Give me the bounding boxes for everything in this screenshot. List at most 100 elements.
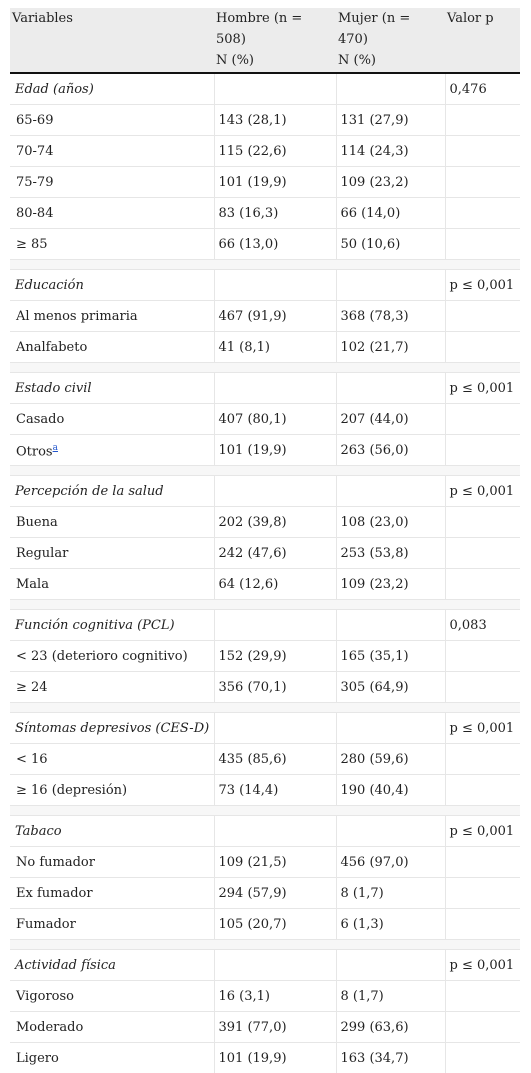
section-row: Percepción de la salud p ≤ 0,001 [10, 476, 520, 507]
men-value: 356 (70,1) [214, 672, 336, 703]
section-label: Edad (años) [10, 73, 214, 105]
row-label: ≥ 24 [10, 672, 214, 703]
footnote-link[interactable]: a [53, 443, 58, 453]
data-table: Variables Hombre (n = 508) N (%) Mujer (n… [10, 8, 520, 1073]
women-value: 109 (23,2) [336, 167, 445, 198]
table-header: Variables Hombre (n = 508) N (%) Mujer (n… [10, 8, 520, 73]
men-value: 294 (57,9) [214, 878, 336, 909]
women-value: 305 (64,9) [336, 672, 445, 703]
men-value: 391 (77,0) [214, 1012, 336, 1043]
row-label: Vigoroso [10, 981, 214, 1012]
row-label: 65-69 [10, 105, 214, 136]
section-row: Función cognitiva (PCL)0,083 [10, 610, 520, 641]
header-men-label: Hombre (n = 508) [216, 11, 302, 47]
men-value: 101 (19,9) [214, 435, 336, 466]
women-value: 280 (59,6) [336, 744, 445, 775]
women-value: 456 (97,0) [336, 847, 445, 878]
section-row: Edad (años) 0,476 [10, 73, 520, 105]
women-value: 207 (44,0) [336, 404, 445, 435]
women-value: 190 (40,4) [336, 775, 445, 806]
women-value: 108 (23,0) [336, 507, 445, 538]
row-label: Analfabeto [10, 332, 214, 363]
p-value: p ≤ 0,001 [445, 950, 520, 981]
table-container: Variables Hombre (n = 508) N (%) Mujer (n… [10, 8, 520, 1073]
men-value: 101 (19,9) [214, 1043, 336, 1073]
women-value: 102 (21,7) [336, 332, 445, 363]
women-value: 131 (27,9) [336, 105, 445, 136]
men-value: 242 (47,6) [214, 538, 336, 569]
row-label: Otrosa [10, 435, 214, 466]
men-value: 66 (13,0) [214, 229, 336, 260]
header-women-label: Mujer (n = 470) [338, 11, 410, 47]
section-row: Síntomas depresivos (CES-D)p ≤ 0,001 [10, 713, 520, 744]
p-value: p ≤ 0,001 [445, 816, 520, 847]
header-women: Mujer (n = 470) N (%) [336, 8, 445, 73]
section-label: Síntomas depresivos (CES-D) [10, 713, 214, 744]
women-value: 163 (34,7) [336, 1043, 445, 1073]
p-value: 0,476 [445, 73, 520, 105]
table-row: ≥ 16 (depresión)73 (14,4)190 (40,4) [10, 775, 520, 806]
row-label: Al menos primaria [10, 301, 214, 332]
women-value: 253 (53,8) [336, 538, 445, 569]
header-men-unit: N (%) [216, 53, 254, 68]
header-women-unit: N (%) [338, 53, 376, 68]
header-men: Hombre (n = 508) N (%) [214, 8, 336, 73]
men-value: 202 (39,8) [214, 507, 336, 538]
row-label: No fumador [10, 847, 214, 878]
section-label: Actividad física [10, 950, 214, 981]
row-label: ≥ 16 (depresión) [10, 775, 214, 806]
men-value: 467 (91,9) [214, 301, 336, 332]
section-label: Estado civil [10, 373, 214, 404]
men-value: 101 (19,9) [214, 167, 336, 198]
row-label: 80-84 [10, 198, 214, 229]
women-value: 66 (14,0) [336, 198, 445, 229]
row-spacer [10, 363, 520, 373]
women-value: 8 (1,7) [336, 878, 445, 909]
women-value: 8 (1,7) [336, 981, 445, 1012]
row-label: ≥ 85 [10, 229, 214, 260]
section-label: Percepción de la salud [10, 476, 214, 507]
men-value: 143 (28,1) [214, 105, 336, 136]
row-spacer [10, 600, 520, 610]
row-label: Ex fumador [10, 878, 214, 909]
men-value: 41 (8,1) [214, 332, 336, 363]
women-value: 50 (10,6) [336, 229, 445, 260]
men-value: 16 (3,1) [214, 981, 336, 1012]
women-value: 299 (63,6) [336, 1012, 445, 1043]
row-label: 70-74 [10, 136, 214, 167]
row-label: < 23 (deterioro cognitivo) [10, 641, 214, 672]
row-spacer [10, 260, 520, 270]
row-spacer [10, 940, 520, 950]
table-row: < 23 (deterioro cognitivo)152 (29,9)165 … [10, 641, 520, 672]
women-value: 109 (23,2) [336, 569, 445, 600]
header-pvalue: Valor p [445, 8, 520, 73]
women-value: 165 (35,1) [336, 641, 445, 672]
men-value: 407 (80,1) [214, 404, 336, 435]
header-variables: Variables [10, 8, 214, 73]
men-value: 83 (16,3) [214, 198, 336, 229]
p-value: p ≤ 0,001 [445, 476, 520, 507]
row-label: 75-79 [10, 167, 214, 198]
section-label: Función cognitiva (PCL) [10, 610, 214, 641]
row-label: Mala [10, 569, 214, 600]
row-label: Regular [10, 538, 214, 569]
p-value: p ≤ 0,001 [445, 270, 520, 301]
